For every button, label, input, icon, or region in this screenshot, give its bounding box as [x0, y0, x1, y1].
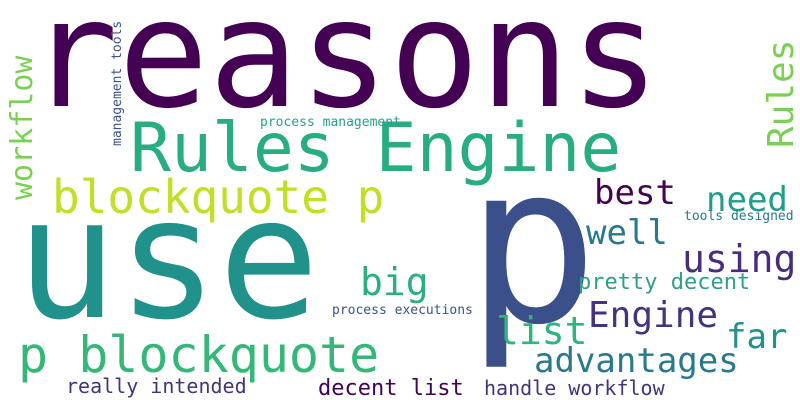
word-really-intended: really intended: [66, 374, 247, 398]
word-far: far: [726, 317, 788, 357]
word-process-executions: process executions: [332, 303, 473, 318]
word-decent-list: decent list: [318, 376, 464, 400]
word-process-management: process management: [260, 115, 401, 130]
word-best: best: [594, 173, 676, 213]
word-advantages: advantages: [534, 341, 739, 381]
word-p-blockquote: p blockquote: [18, 326, 380, 384]
word-tools-designed: tools designed: [684, 209, 794, 224]
word-engine: Engine: [588, 295, 719, 336]
word-rules: Rules: [761, 39, 800, 148]
word-list: list: [496, 309, 588, 353]
word-management-tools: management tools: [110, 20, 125, 146]
word-need: need: [706, 180, 788, 220]
word-use: use: [16, 161, 320, 357]
word-handle-workflow: handle workflow: [484, 376, 665, 400]
word-pretty-decent: pretty decent: [578, 270, 751, 295]
word-blockquote-p: blockquote p: [52, 170, 385, 224]
word-well: well: [586, 213, 668, 253]
word-big: big: [360, 260, 429, 304]
word-rules-engine: Rules Engine: [130, 109, 622, 188]
word-reasons: reasons: [28, 0, 661, 142]
word-using: using: [682, 237, 797, 281]
word-workflow: workflow: [5, 55, 40, 201]
word-p: p: [466, 117, 599, 373]
